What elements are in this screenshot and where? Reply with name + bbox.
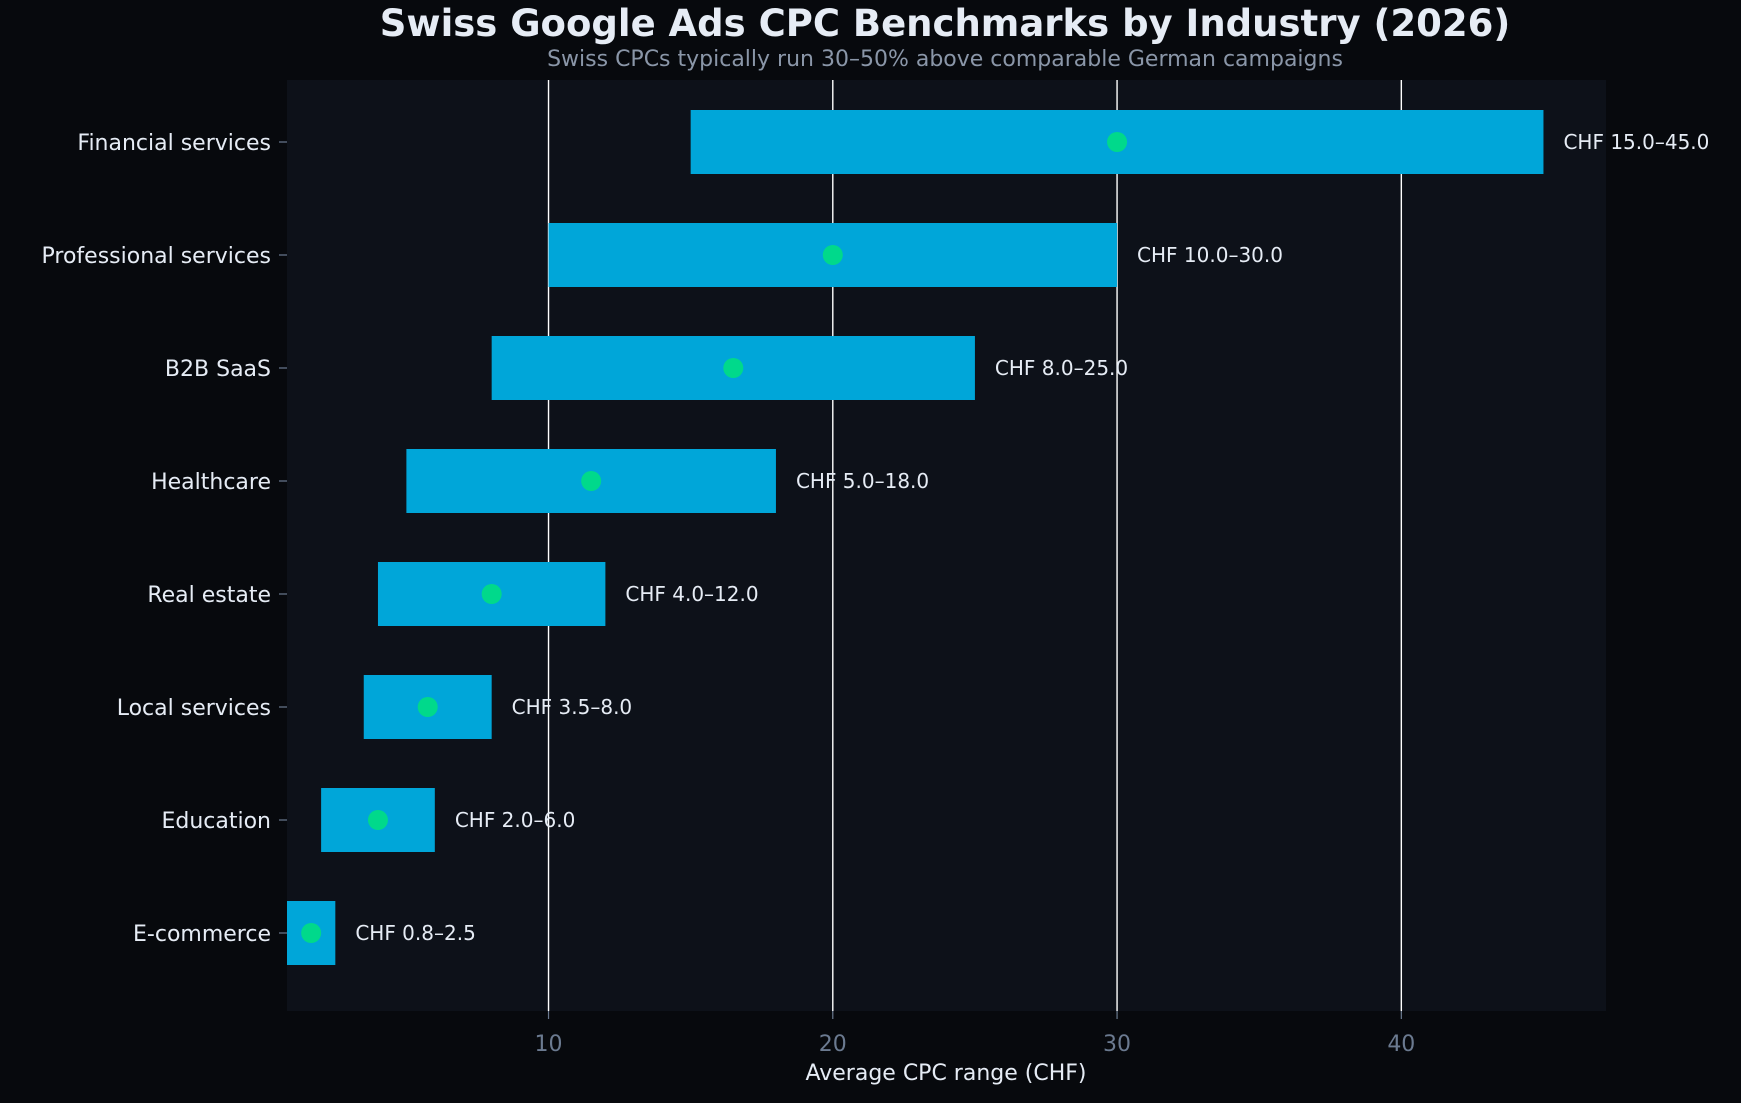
range-label: CHF 10.0–30.0 xyxy=(1137,243,1283,267)
range-label: CHF 4.0–12.0 xyxy=(625,582,758,606)
y-tick-label: Healthcare xyxy=(151,470,271,495)
y-tick-label: Financial services xyxy=(77,131,271,156)
x-tick-label: 40 xyxy=(1387,1032,1415,1057)
midpoint-dot xyxy=(822,245,843,265)
midpoint-dot xyxy=(1107,132,1128,152)
midpoint-dot xyxy=(417,697,438,717)
midpoint-dot xyxy=(481,584,502,604)
y-tick-label: Real estate xyxy=(147,583,271,608)
midpoint-dot xyxy=(301,923,322,943)
y-tick-label: Professional services xyxy=(42,244,271,269)
range-label: CHF 8.0–25.0 xyxy=(995,356,1128,380)
chart-title: Swiss Google Ads CPC Benchmarks by Indus… xyxy=(380,2,1511,45)
y-tick-label: Education xyxy=(161,809,271,834)
range-label: CHF 15.0–45.0 xyxy=(1563,130,1709,154)
range-label: CHF 5.0–18.0 xyxy=(796,469,929,493)
y-tick-label: B2B SaaS xyxy=(165,357,271,382)
midpoint-dot xyxy=(367,810,388,830)
x-axis-label: Average CPC range (CHF) xyxy=(805,1061,1086,1086)
y-tick-label: E-commerce xyxy=(133,922,271,947)
x-tick-label: 10 xyxy=(535,1032,563,1057)
y-tick-label: Local services xyxy=(117,696,271,721)
midpoint-dot xyxy=(581,471,602,491)
chart-subtitle: Swiss CPCs typically run 30–50% above co… xyxy=(547,47,1343,72)
midpoint-dot xyxy=(723,358,744,378)
range-label: CHF 2.0–6.0 xyxy=(455,808,575,832)
x-tick-label: 30 xyxy=(1103,1032,1131,1057)
range-label: CHF 3.5–8.0 xyxy=(512,695,632,719)
plot-area xyxy=(287,80,1606,1011)
x-tick-label: 20 xyxy=(819,1032,847,1057)
range-label: CHF 0.8–2.5 xyxy=(355,921,475,945)
